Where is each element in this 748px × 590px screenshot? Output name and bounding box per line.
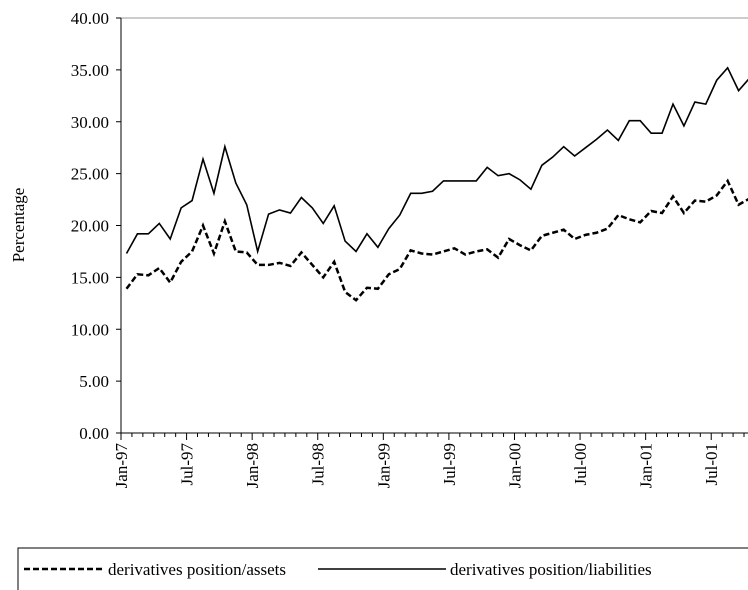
plot-area (125, 66, 748, 302)
legend-box (17, 547, 748, 590)
x-tick-label: Jan-00 (505, 443, 524, 488)
y-tick-label: 15.00 (71, 268, 109, 287)
y-tick-label: 10.00 (71, 320, 109, 339)
legend-label: derivatives position/assets (108, 560, 286, 579)
y-axis-label: Percentage (9, 188, 28, 263)
x-tick-label: Jan-01 (637, 443, 656, 488)
series-line (125, 66, 748, 255)
legend-label: derivatives position/liabilities (450, 560, 652, 579)
y-tick-label: 0.00 (79, 424, 109, 443)
y-tick-label: 5.00 (79, 372, 109, 391)
y-tick-label: 25.00 (71, 165, 109, 184)
y-tick-label: 20.00 (71, 217, 109, 236)
x-tick-label: Jul-01 (702, 443, 721, 486)
y-tick-label: 30.00 (71, 113, 109, 132)
x-tick-label: Jul-00 (571, 443, 590, 486)
x-tick-label: Jan-97 (112, 443, 131, 489)
x-tick-label: Jan-98 (243, 443, 262, 488)
x-tick-label: Jul-97 (178, 443, 197, 486)
x-tick-label: Jan-99 (374, 443, 393, 488)
y-tick-label: 35.00 (71, 61, 109, 80)
series-line (125, 178, 748, 302)
x-tick-label: Jul-98 (309, 443, 328, 486)
y-tick-label: 40.00 (71, 9, 109, 28)
x-tick-label: Jul-99 (440, 443, 459, 486)
